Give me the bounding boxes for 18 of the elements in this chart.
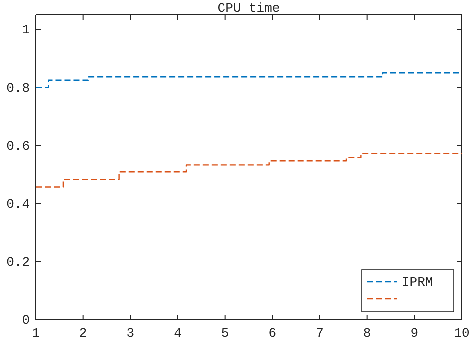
x-tick-label: 1: [32, 326, 40, 342]
y-tick-label: 0.8: [6, 80, 30, 96]
y-tick-label: 0.2: [6, 255, 30, 270]
x-tick-label: 9: [410, 326, 419, 342]
x-tick-label: 6: [268, 326, 277, 342]
x-tick-label: 10: [454, 326, 470, 342]
x-tick-label: 3: [126, 326, 135, 342]
x-tick-label: 2: [79, 326, 88, 342]
x-tick-label: 7: [316, 326, 324, 342]
x-tick-label: 8: [363, 326, 372, 342]
y-tick-label: 0: [22, 313, 30, 328]
legend-label: IPRM: [402, 275, 434, 290]
y-tick-label: 1: [22, 22, 30, 38]
chart-title: CPU time: [218, 1, 280, 16]
x-tick-label: 5: [221, 326, 230, 342]
y-tick-label: 0.4: [6, 196, 30, 212]
y-tick-label: 0.6: [6, 138, 30, 154]
x-tick-label: 4: [174, 326, 182, 342]
